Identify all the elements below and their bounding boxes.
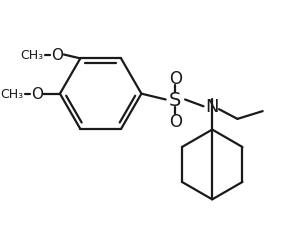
Text: S: S — [169, 91, 181, 109]
Text: CH₃: CH₃ — [20, 49, 43, 62]
Text: CH₃: CH₃ — [0, 88, 23, 101]
Text: O: O — [169, 112, 182, 130]
Text: O: O — [51, 48, 63, 63]
Text: O: O — [169, 70, 182, 88]
Text: O: O — [31, 87, 43, 102]
Text: N: N — [206, 98, 219, 116]
